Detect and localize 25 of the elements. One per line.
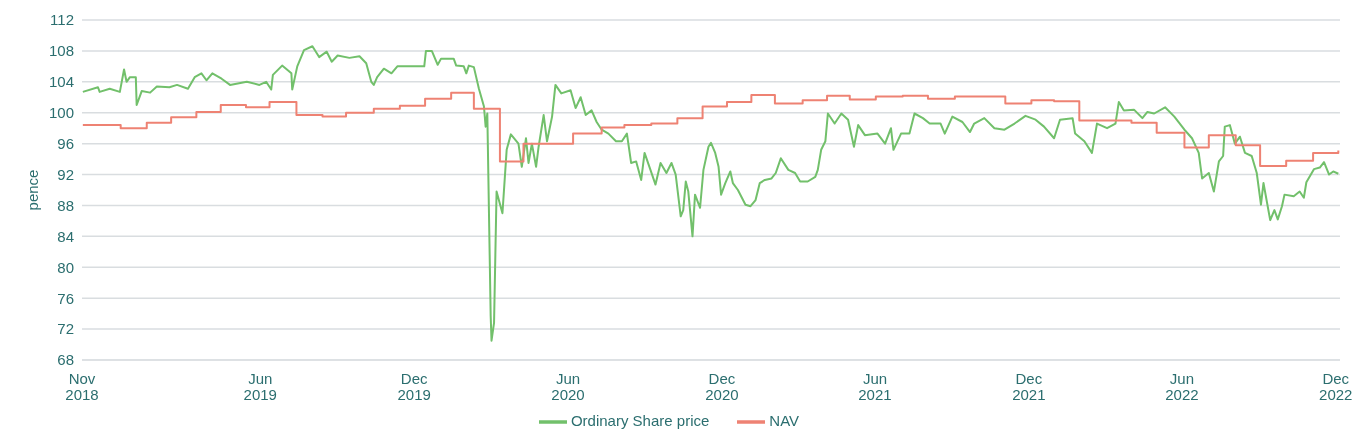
line-series <box>82 45 1340 342</box>
legend-label: NAV <box>769 411 800 429</box>
x-tick-label: Jun 2020 <box>551 370 585 403</box>
x-tick-label: Dec 2020 <box>705 370 739 403</box>
y-tick-label: 92 <box>57 165 74 183</box>
y-tick-label: 108 <box>48 42 74 60</box>
legend-label: Ordinary Share price <box>570 411 710 429</box>
y-tick-label: 112 <box>50 11 74 29</box>
x-tick-label: Jun 2022 <box>1165 370 1199 403</box>
y-tick-label: 100 <box>48 104 74 122</box>
y-tick-label: 76 <box>57 289 74 307</box>
y-axis-title: pence <box>24 169 42 211</box>
x-tick-label: Dec 2021 <box>1012 370 1046 403</box>
x-tick-label: Dec 2022 <box>1319 370 1353 403</box>
x-tick-label: Nov 2018 <box>65 370 99 403</box>
y-tick-label: 88 <box>57 196 74 214</box>
y-tick-label: 84 <box>57 227 74 245</box>
x-tick-label: Jun 2021 <box>858 370 892 403</box>
y-tick-label: 96 <box>57 134 74 152</box>
y-tick-label: 80 <box>57 258 74 276</box>
y-tick-label: 104 <box>48 73 74 91</box>
y-tick-label: 72 <box>57 320 74 338</box>
x-tick-label: Dec 2019 <box>397 370 431 403</box>
x-tick-label: Jun 2019 <box>243 370 277 403</box>
y-tick-label: 68 <box>57 351 74 369</box>
